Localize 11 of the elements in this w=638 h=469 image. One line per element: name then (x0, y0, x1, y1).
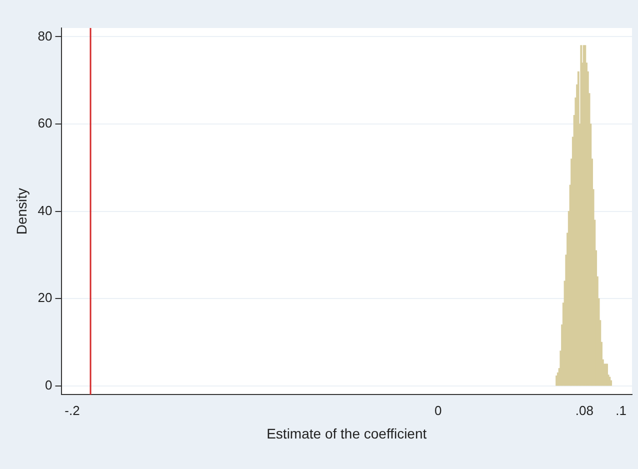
x-axis-title: Estimate of the coefficient (266, 425, 427, 442)
y-tick-label: 60 (38, 116, 52, 131)
x-tick-label: .1 (616, 402, 626, 418)
x-tick-label: .08 (575, 402, 594, 418)
x-tick-label: 0 (434, 402, 442, 418)
y-tick-label: 80 (38, 28, 52, 44)
y-tick-label: 20 (38, 290, 52, 306)
y-tick-label: 0 (45, 377, 52, 392)
x-tick-label: -.2 (64, 402, 80, 418)
y-axis-title: Density (13, 188, 30, 235)
y-tick-label: 40 (38, 202, 52, 218)
